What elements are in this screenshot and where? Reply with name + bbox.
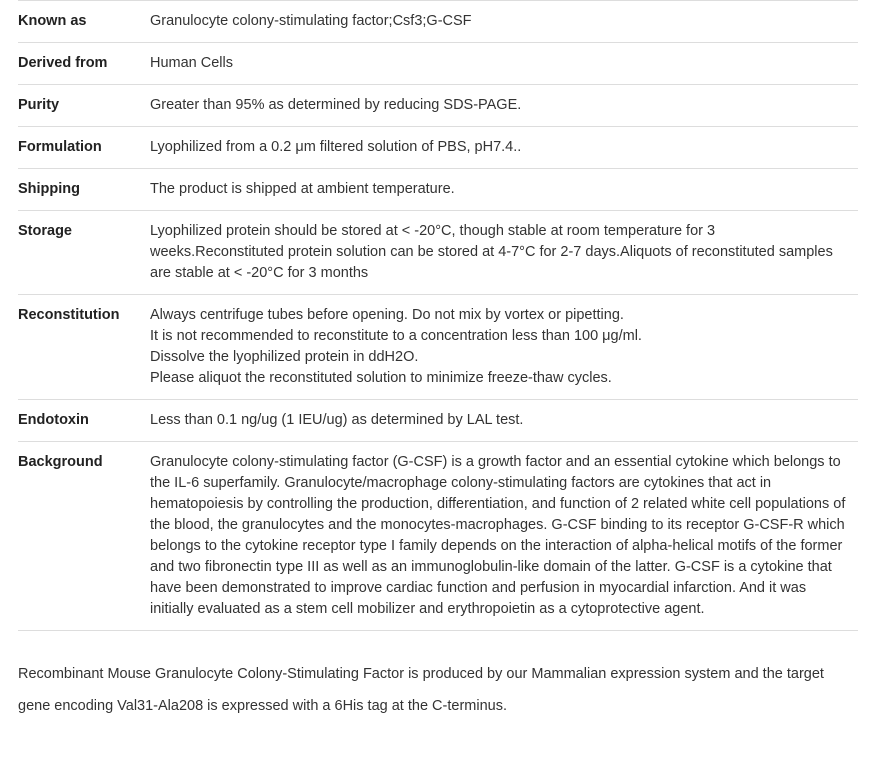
row-label: Storage [18, 211, 150, 295]
table-row: Known as Granulocyte colony-stimulating … [18, 1, 858, 43]
table-row: Purity Greater than 95% as determined by… [18, 85, 858, 127]
spec-table: Known as Granulocyte colony-stimulating … [18, 0, 858, 631]
table-row: Endotoxin Less than 0.1 ng/ug (1 IEU/ug)… [18, 400, 858, 442]
table-row: Reconstitution Always centrifuge tubes b… [18, 295, 858, 400]
row-label: Known as [18, 1, 150, 43]
row-value: Granulocyte colony-stimulating factor (G… [150, 442, 858, 631]
row-label: Background [18, 442, 150, 631]
row-value: Less than 0.1 ng/ug (1 IEU/ug) as determ… [150, 400, 858, 442]
footer-text: Recombinant Mouse Granulocyte Colony-Sti… [18, 659, 858, 723]
row-label: Shipping [18, 169, 150, 211]
row-label: Formulation [18, 127, 150, 169]
table-row: Derived from Human Cells [18, 43, 858, 85]
row-value: Granulocyte colony-stimulating factor;Cs… [150, 1, 858, 43]
row-value: Always centrifuge tubes before opening. … [150, 295, 858, 400]
table-row: Storage Lyophilized protein should be st… [18, 211, 858, 295]
row-value: Human Cells [150, 43, 858, 85]
table-row: Background Granulocyte colony-stimulatin… [18, 442, 858, 631]
row-value: Lyophilized from a 0.2 μm filtered solut… [150, 127, 858, 169]
row-label: Endotoxin [18, 400, 150, 442]
table-row: Formulation Lyophilized from a 0.2 μm fi… [18, 127, 858, 169]
row-value: Greater than 95% as determined by reduci… [150, 85, 858, 127]
row-label: Purity [18, 85, 150, 127]
row-value: The product is shipped at ambient temper… [150, 169, 858, 211]
row-label: Reconstitution [18, 295, 150, 400]
row-label: Derived from [18, 43, 150, 85]
spec-table-body: Known as Granulocyte colony-stimulating … [18, 1, 858, 631]
row-value: Lyophilized protein should be stored at … [150, 211, 858, 295]
table-row: Shipping The product is shipped at ambie… [18, 169, 858, 211]
